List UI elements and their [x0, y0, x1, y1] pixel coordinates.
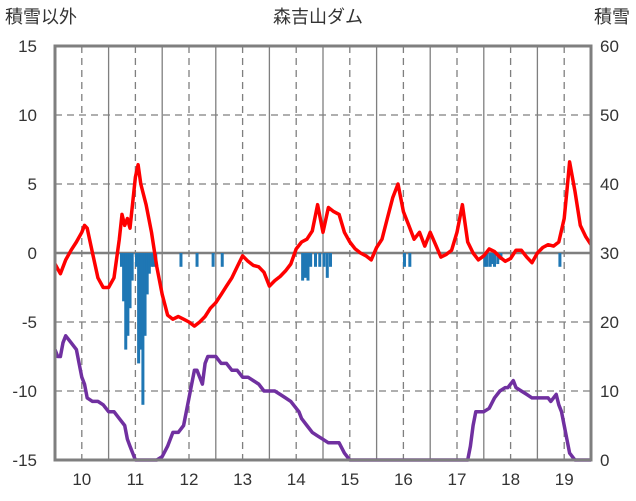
x-tick-label: 10	[72, 470, 91, 489]
y-left-tick-label: 15	[18, 37, 37, 56]
bar	[126, 253, 130, 336]
x-tick-label: 15	[340, 470, 359, 489]
y-left-tick-label: 10	[18, 106, 37, 125]
y-right-tick-label: 40	[600, 175, 619, 194]
bar	[195, 253, 199, 267]
bar	[485, 253, 489, 267]
bar	[141, 253, 145, 405]
bar	[124, 253, 128, 350]
bar	[313, 253, 317, 267]
bar	[329, 253, 333, 267]
y-left-tick-label: 0	[28, 244, 37, 263]
bar	[558, 253, 562, 267]
bar	[402, 253, 406, 267]
bar	[211, 253, 215, 267]
y-right-tick-label: 0	[600, 451, 609, 470]
bar	[145, 253, 149, 295]
bar	[220, 253, 224, 267]
plot-frame	[53, 44, 593, 462]
bar	[318, 253, 322, 267]
bar	[149, 253, 153, 267]
x-tick-label: 12	[180, 470, 199, 489]
left-axis-title: 積雪以外	[5, 7, 77, 27]
right-axis-title: 積雪	[594, 7, 630, 27]
red-line	[53, 160, 593, 328]
bar	[139, 253, 143, 350]
bar	[303, 253, 307, 278]
bar	[130, 253, 134, 281]
bar	[152, 253, 156, 267]
bar	[408, 253, 412, 267]
y-left-tick-label: -15	[12, 451, 37, 470]
line-series	[53, 160, 593, 462]
bar	[483, 253, 487, 267]
x-tick-label: 16	[394, 470, 413, 489]
bar	[128, 253, 132, 309]
purple-line	[53, 334, 591, 462]
y-right-tick-label: 10	[600, 382, 619, 401]
x-tick-label: 14	[287, 470, 306, 489]
x-tick-label: 19	[555, 470, 574, 489]
tick-labels: -15 -10 -5 0 5 10 15 0 10 20 30 40 50 60 10 11 12 13 14 15 1…	[12, 37, 619, 489]
bar	[143, 253, 147, 336]
x-tick-label: 18	[501, 470, 520, 489]
bar	[147, 253, 151, 274]
bar	[122, 253, 126, 302]
bar	[134, 253, 138, 267]
bar	[488, 253, 492, 267]
y-right-tick-label: 50	[600, 106, 619, 125]
bar	[119, 253, 123, 267]
bar	[322, 253, 326, 267]
y-left-tick-label: -5	[22, 313, 37, 332]
chart-title: 森吉山ダム	[273, 7, 363, 27]
bar	[179, 253, 183, 267]
x-tick-label: 13	[233, 470, 252, 489]
bar	[493, 253, 497, 267]
bar	[490, 253, 494, 265]
y-right-tick-label: 20	[600, 313, 619, 332]
bar	[309, 253, 313, 267]
blue-bar-series	[119, 253, 562, 405]
y-right-tick-label: 30	[600, 244, 619, 263]
y-left-tick-label: 5	[28, 175, 37, 194]
bar	[325, 253, 329, 278]
y-right-tick-label: 60	[600, 37, 619, 56]
bar	[137, 253, 141, 364]
bar	[301, 253, 305, 281]
x-tick-label: 11	[127, 470, 145, 489]
bar	[306, 253, 310, 281]
bar	[496, 253, 500, 265]
x-tick-label: 17	[448, 470, 467, 489]
y-left-tick-label: -10	[12, 382, 37, 401]
